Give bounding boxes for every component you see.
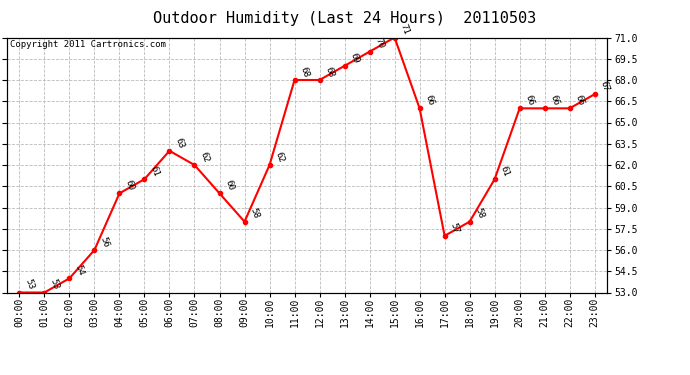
Text: 53: 53 <box>48 278 61 291</box>
Text: Copyright 2011 Cartronics.com: Copyright 2011 Cartronics.com <box>10 40 166 49</box>
Text: 60: 60 <box>124 179 136 192</box>
Text: 71: 71 <box>399 23 411 36</box>
Text: 53: 53 <box>23 278 36 291</box>
Text: 66: 66 <box>574 94 586 107</box>
Text: 56: 56 <box>99 236 110 249</box>
Text: 62: 62 <box>199 150 210 164</box>
Text: 57: 57 <box>448 221 461 234</box>
Text: 67: 67 <box>599 80 611 93</box>
Text: 66: 66 <box>524 94 536 107</box>
Text: 58: 58 <box>474 207 486 220</box>
Text: 63: 63 <box>174 136 186 150</box>
Text: 69: 69 <box>348 51 361 64</box>
Text: 68: 68 <box>324 65 336 79</box>
Text: 61: 61 <box>148 165 161 178</box>
Text: 61: 61 <box>499 165 511 178</box>
Text: 68: 68 <box>299 65 310 79</box>
Text: Outdoor Humidity (Last 24 Hours)  20110503: Outdoor Humidity (Last 24 Hours) 2011050… <box>153 11 537 26</box>
Text: 70: 70 <box>374 37 386 50</box>
Text: 60: 60 <box>224 179 236 192</box>
Text: 62: 62 <box>274 150 286 164</box>
Text: 58: 58 <box>248 207 261 220</box>
Text: 54: 54 <box>74 264 86 277</box>
Text: 66: 66 <box>424 94 436 107</box>
Text: 66: 66 <box>549 94 561 107</box>
